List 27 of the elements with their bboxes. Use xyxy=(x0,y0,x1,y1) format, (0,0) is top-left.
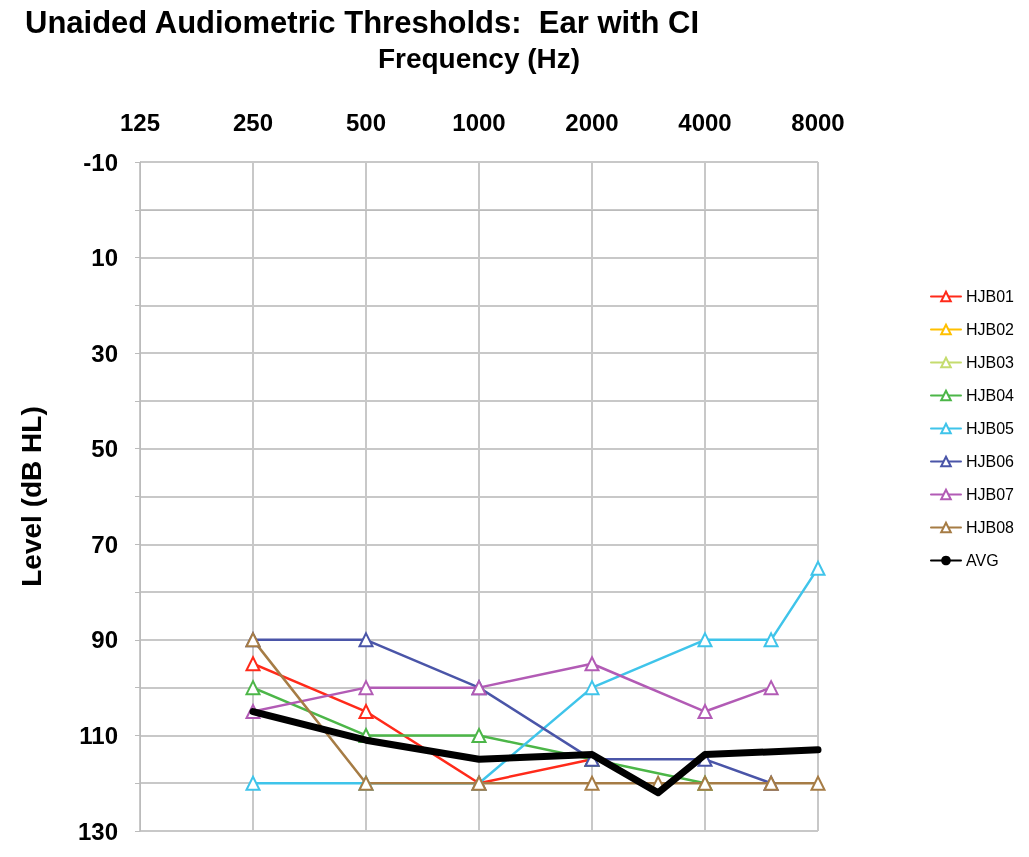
y-tick-label: 50 xyxy=(91,435,118,463)
x-tick-label: 8000 xyxy=(791,108,845,136)
x-tick-label: 4000 xyxy=(678,108,732,136)
y-tick-label: 70 xyxy=(91,530,118,558)
legend-label: AVG xyxy=(965,552,999,569)
y-tick-label: 90 xyxy=(91,626,118,654)
x-tick-label: 2000 xyxy=(565,108,619,136)
x-tick-label: 250 xyxy=(232,108,274,136)
x-tick-label: 1000 xyxy=(452,108,506,136)
y-tick-label: 10 xyxy=(91,244,118,272)
chart-title: Unaided Audiometric Thresholds: Ear with CI xyxy=(25,5,700,40)
legend-label: HJB05 xyxy=(965,420,1015,437)
legend-label: HJB01 xyxy=(965,288,1015,305)
x-tick-label: 125 xyxy=(119,108,161,136)
legend-label: HJB02 xyxy=(965,321,1015,338)
y-tick-label: 30 xyxy=(91,339,118,367)
legend-label: HJB08 xyxy=(965,519,1015,536)
y-axis-title: Level (dB HL) xyxy=(15,406,47,587)
y-tick-label: 110 xyxy=(79,721,118,749)
y-tick-label: 130 xyxy=(77,817,118,845)
legend-label: HJB07 xyxy=(965,486,1015,503)
x-tick-label: 500 xyxy=(345,108,387,136)
legend-label: HJB03 xyxy=(965,354,1015,371)
x-axis-title: Frequency (Hz) xyxy=(377,42,581,74)
legend-label: HJB06 xyxy=(965,453,1015,470)
legend-label: HJB04 xyxy=(965,387,1015,404)
y-tick-label: -10 xyxy=(83,148,118,176)
